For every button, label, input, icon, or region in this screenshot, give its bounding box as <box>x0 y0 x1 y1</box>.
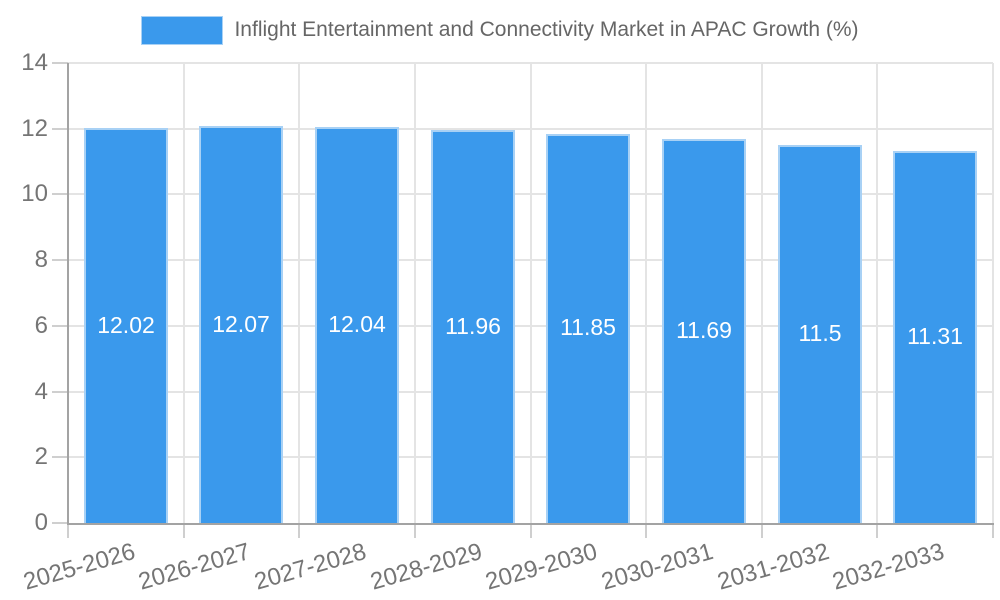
x-axis-tick-label: 2032-2033 <box>829 538 948 596</box>
x-axis-tick-label: 2026-2027 <box>135 538 254 596</box>
gridline-x <box>183 63 185 523</box>
gridline-x <box>530 63 532 523</box>
y-axis-tick-label: 2 <box>34 443 48 470</box>
y-tick-mark <box>52 456 68 458</box>
bar-value-label: 11.96 <box>445 313 501 339</box>
bar[interactable] <box>778 145 862 523</box>
bar[interactable] <box>662 139 746 523</box>
y-axis-tick-label: 8 <box>34 246 48 273</box>
y-tick-mark <box>52 62 68 64</box>
x-tick-mark <box>761 523 763 538</box>
y-axis-tick-label: 10 <box>21 180 48 207</box>
gridline-x <box>876 63 878 523</box>
y-tick-mark <box>52 259 68 261</box>
gridline-x <box>761 63 763 523</box>
x-tick-mark <box>67 523 69 538</box>
bar-value-label: 11.31 <box>907 323 963 349</box>
y-axis-line <box>67 63 69 525</box>
gridline-x <box>414 63 416 523</box>
x-tick-mark <box>530 523 532 538</box>
x-tick-mark <box>298 523 300 538</box>
y-tick-mark <box>52 391 68 393</box>
bar-value-label: 11.85 <box>560 314 616 340</box>
y-axis-tick-label: 14 <box>21 49 48 76</box>
bar[interactable] <box>199 126 283 523</box>
y-axis-tick-label: 0 <box>34 509 48 536</box>
bar-value-label: 12.02 <box>97 312 155 338</box>
x-tick-mark <box>876 523 878 538</box>
y-axis-tick-label: 4 <box>34 378 48 405</box>
y-tick-mark <box>52 325 68 327</box>
bar-value-label: 12.04 <box>328 311 386 337</box>
x-axis-tick-label: 2031-2032 <box>714 538 833 596</box>
chart-title: Inflight Entertainment and Connectivity … <box>234 18 859 41</box>
x-tick-mark <box>645 523 647 538</box>
bar[interactable] <box>546 134 630 523</box>
bar-value-label: 12.07 <box>212 311 270 337</box>
bar-value-label: 11.69 <box>676 317 732 343</box>
bar[interactable] <box>315 127 399 523</box>
y-tick-mark <box>52 522 68 524</box>
x-axis-tick-label: 2030-2031 <box>598 538 717 596</box>
bar[interactable] <box>84 128 168 523</box>
x-axis-tick-label: 2027-2028 <box>251 538 370 596</box>
bar[interactable] <box>431 130 515 523</box>
x-axis-line <box>67 523 994 525</box>
gridline-x <box>992 63 994 523</box>
x-axis-tick-label: 2028-2029 <box>367 538 486 596</box>
x-axis-tick-label: 2029-2030 <box>482 538 601 596</box>
x-tick-mark <box>183 523 185 538</box>
legend-color-swatch <box>141 15 224 45</box>
y-axis-tick-label: 6 <box>34 312 48 339</box>
x-axis-tick-label: 2025-2026 <box>20 538 139 596</box>
chart-legend[interactable]: Inflight Entertainment and Connectivity … <box>0 14 1000 46</box>
y-axis-tick-label: 12 <box>21 115 48 142</box>
y-tick-mark <box>52 128 68 130</box>
gridline-x <box>298 63 300 523</box>
bar[interactable] <box>893 151 977 523</box>
y-tick-mark <box>52 193 68 195</box>
bar-value-label: 11.5 <box>798 320 842 346</box>
x-tick-mark <box>992 523 994 538</box>
x-tick-mark <box>414 523 416 538</box>
gridline-x <box>645 63 647 523</box>
